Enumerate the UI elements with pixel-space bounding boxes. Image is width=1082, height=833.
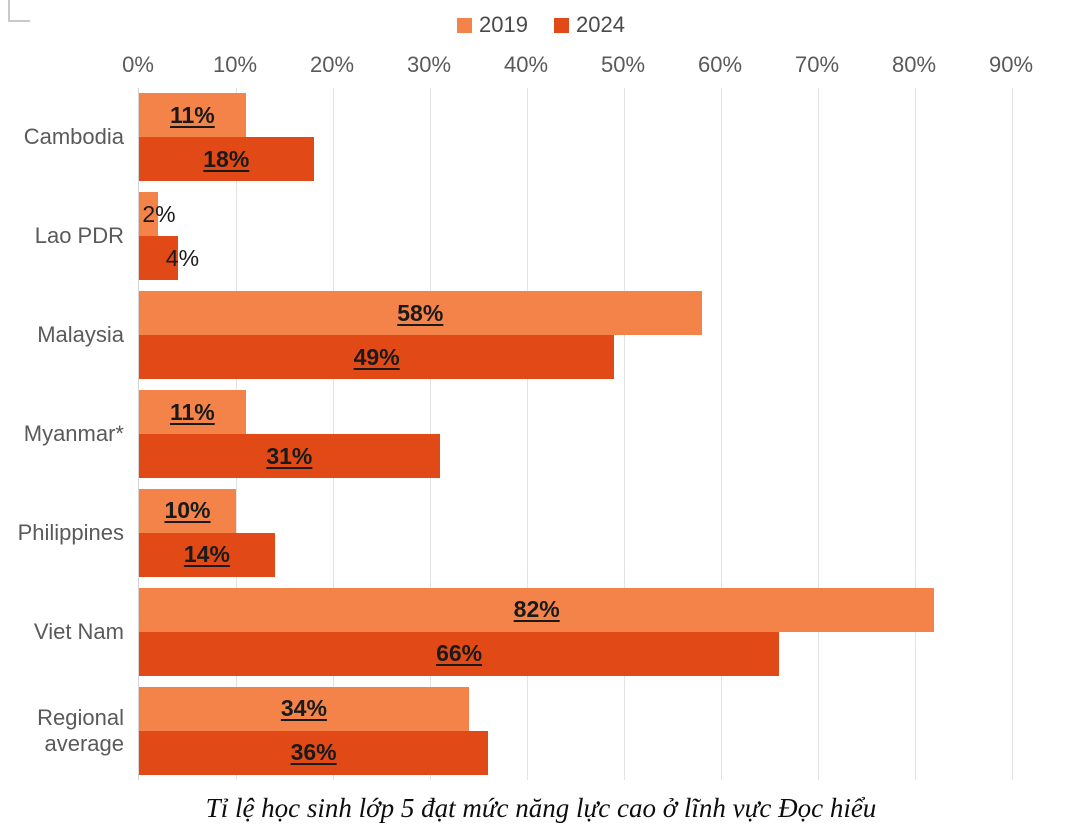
bar-group: 58% 49%: [139, 291, 1011, 380]
x-axis-tick-40: 40%: [503, 52, 549, 77]
gridline-90: [1012, 88, 1013, 780]
corner-registration-mark: [8, 0, 30, 22]
bar-value-label: 4%: [165, 244, 200, 271]
bar-value-label: 34%: [280, 695, 327, 722]
bar-2019[interactable]: 58%: [139, 291, 702, 336]
bar-2024[interactable]: 31%: [139, 434, 440, 478]
gridline-70: [818, 88, 819, 780]
bar-2019[interactable]: 11%: [139, 390, 246, 434]
x-axis-tick-50: 50%: [600, 52, 646, 77]
bar-2019[interactable]: 10%: [139, 488, 236, 533]
bar-value-label: 18%: [203, 145, 250, 172]
category-label: Myanmar*: [23, 421, 124, 447]
bar-group: 82% 66%: [139, 587, 1011, 676]
gridline-40: [527, 88, 528, 780]
bar-2024[interactable]: 14%: [139, 532, 275, 577]
gridline-60: [721, 88, 722, 780]
bar-value-label: 31%: [266, 442, 313, 469]
chart-caption: Tỉ lệ học sinh lớp 5 đạt mức năng lực ca…: [205, 793, 877, 823]
bar-group: 11% 18%: [139, 93, 1011, 182]
bar-value-label: 10%: [164, 497, 211, 524]
bar-value-label: 82%: [513, 596, 560, 623]
bar-value-label: 2%: [142, 200, 176, 227]
bar-2024[interactable]: 49%: [139, 335, 615, 380]
bar-2019[interactable]: 2%: [139, 192, 176, 237]
bar-value-label: 66%: [436, 640, 483, 667]
bar-2024[interactable]: 18%: [139, 137, 314, 182]
legend-label: 2019: [479, 12, 528, 37]
legend-item-2024[interactable]: 2024: [554, 14, 625, 36]
bar-group: 10% 14%: [139, 488, 1011, 577]
category-label: Regional average: [37, 704, 124, 756]
bar-2019[interactable]: 34%: [139, 686, 469, 731]
bar-group: 34% 36%: [139, 686, 1011, 775]
category-label: Malaysia: [37, 322, 124, 348]
x-axis-tick-0: 0%: [122, 52, 154, 77]
x-axis-tick-80: 80%: [891, 52, 937, 77]
bar-value-label: 11%: [169, 398, 215, 425]
bar-value-label: 58%: [397, 299, 444, 326]
legend-item-2019[interactable]: 2019: [457, 14, 528, 36]
legend-label: 2024: [576, 12, 625, 37]
bar-2024[interactable]: 4%: [139, 236, 199, 281]
x-axis-tick-labels: 0% 10% 20% 30% 40% 50% 60% 70% 80% 90%: [0, 52, 1082, 82]
chart-legend: 2019 2024: [0, 14, 1082, 36]
bar-2024[interactable]: 36%: [139, 730, 489, 775]
x-axis-tick-70: 70%: [794, 52, 840, 77]
bar-value-label: 49%: [353, 343, 400, 370]
x-axis-tick-90: 90%: [988, 52, 1034, 77]
gridline-50: [624, 88, 625, 780]
bar-group: 2% 4%: [139, 192, 1011, 281]
bar-group: 11% 31%: [139, 390, 1011, 478]
x-axis-tick-20: 20%: [309, 52, 355, 77]
plot-area: 11% 18% 2% 4% 58% 49% 11% 31% 10% 14% 82% 66% 34% 36%: [138, 88, 1013, 780]
category-label: Lao PDR: [34, 223, 124, 249]
bar-2019[interactable]: 11%: [139, 93, 246, 138]
category-label: Philippines: [17, 519, 124, 545]
legend-swatch-icon: [554, 17, 569, 33]
category-label: Viet Nam: [33, 618, 124, 644]
gridline-80: [915, 88, 916, 780]
bar-2024[interactable]: 66%: [139, 631, 780, 676]
x-axis-tick-30: 30%: [406, 52, 452, 77]
y-axis-category-labels: Cambodia Lao PDR Malaysia Myanmar* Philippin…: [0, 88, 132, 780]
legend-swatch-icon: [457, 17, 473, 33]
category-label: Cambodia: [23, 124, 124, 150]
bar-value-label: 14%: [183, 541, 230, 568]
x-axis-tick-60: 60%: [697, 52, 743, 77]
x-axis-tick-10: 10%: [212, 52, 258, 77]
bar-value-label: 36%: [290, 739, 337, 766]
bar-value-label: 11%: [169, 101, 215, 128]
bar-2019[interactable]: 82%: [139, 587, 935, 632]
